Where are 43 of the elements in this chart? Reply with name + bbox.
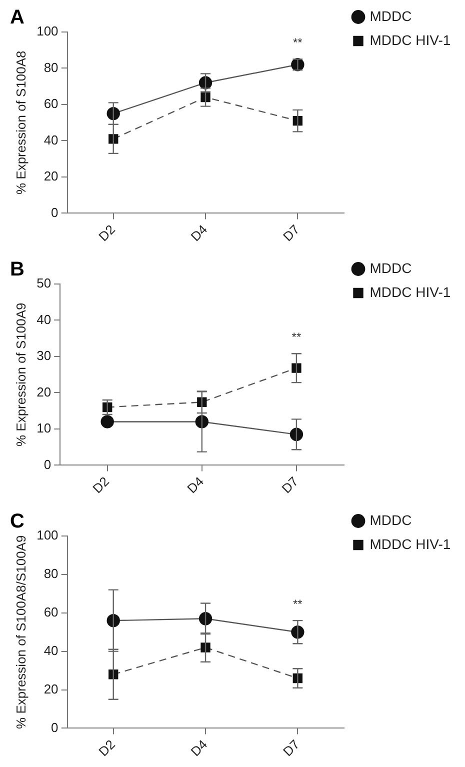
y-tick-label: 0 bbox=[51, 720, 58, 735]
chart-title: C bbox=[10, 510, 24, 533]
chart-title: B bbox=[10, 258, 24, 281]
x-tick-label: D4 bbox=[188, 736, 210, 760]
x-tick-label: D7 bbox=[280, 736, 302, 760]
y-tick-label: 0 bbox=[51, 204, 58, 220]
point bbox=[100, 415, 114, 428]
legend-label: MDDC HIV-1 bbox=[370, 284, 451, 300]
y-tick-label: 100 bbox=[36, 24, 58, 39]
y-tick-label: 40 bbox=[44, 642, 58, 658]
annotation: ** bbox=[292, 330, 302, 344]
y-tick-label: 50 bbox=[36, 276, 52, 291]
y-tick-label: 100 bbox=[36, 528, 58, 543]
x-tick-label: D7 bbox=[278, 474, 302, 496]
x-tick-label: D7 bbox=[280, 222, 302, 244]
x-tick-label: D2 bbox=[96, 222, 118, 244]
x-tick-label: D2 bbox=[90, 474, 112, 496]
y-axis-title: % Expression of S100A8 bbox=[13, 50, 28, 195]
legend-label: MDDC bbox=[370, 260, 412, 276]
annotation: ** bbox=[293, 596, 303, 611]
y-axis-title: % Expression of S100A8/S100A9 bbox=[13, 535, 28, 729]
legend-label: MDDC HIV-1 bbox=[370, 536, 451, 552]
x-tick-label: D4 bbox=[188, 222, 210, 244]
y-tick-label: 40 bbox=[36, 312, 52, 327]
y-tick-label: 20 bbox=[36, 384, 52, 400]
y-tick-label: 60 bbox=[44, 96, 58, 112]
legend-label: MDDC HIV-1 bbox=[370, 32, 451, 48]
annotation: ** bbox=[293, 35, 303, 50]
x-tick-label: D4 bbox=[184, 474, 207, 496]
y-tick-label: 80 bbox=[44, 60, 58, 75]
y-tick-label: 40 bbox=[44, 132, 58, 148]
legend-label: MDDC bbox=[370, 8, 412, 24]
y-tick-label: 0 bbox=[44, 456, 52, 472]
legend-label: MDDC bbox=[370, 512, 412, 528]
y-tick-label: 20 bbox=[44, 681, 58, 696]
y-tick-label: 60 bbox=[44, 604, 58, 620]
y-tick-label: 80 bbox=[44, 566, 58, 582]
y-tick-label: 10 bbox=[36, 420, 52, 436]
y-tick-label: 30 bbox=[36, 348, 52, 364]
x-tick-label: D2 bbox=[96, 736, 118, 760]
y-axis-title: % Expression of S100A9 bbox=[13, 302, 28, 447]
y-tick-label: 20 bbox=[44, 168, 58, 184]
chart-title: A bbox=[10, 6, 24, 29]
